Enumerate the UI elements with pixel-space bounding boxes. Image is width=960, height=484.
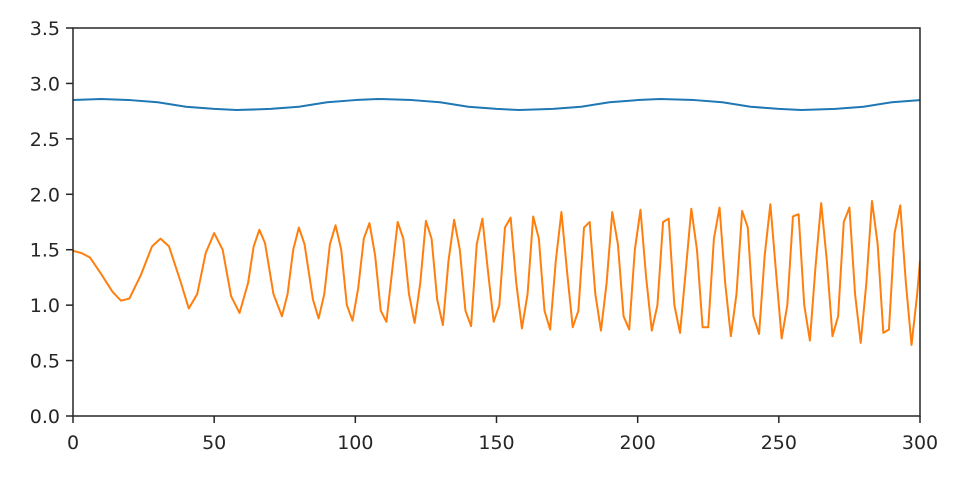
series-line-2 xyxy=(73,199,920,347)
x-tick-label: 300 xyxy=(902,432,938,454)
y-tick-label: 3.0 xyxy=(30,73,60,95)
y-tick-label: 1.0 xyxy=(30,295,60,317)
x-tick-label: 50 xyxy=(202,432,226,454)
y-tick-label: 0.0 xyxy=(30,406,60,428)
y-tick-label: 2.5 xyxy=(30,129,60,151)
x-tick-label: 150 xyxy=(478,432,514,454)
ticks-layer: 0 50 100 150 200 250 300 0.0 0.5 1.0 1.5 2.0 2.5 3.0 3… xyxy=(30,18,938,454)
x-tick-label: 100 xyxy=(337,432,373,454)
y-tick-label: 0.5 xyxy=(30,351,60,373)
x-tick-label: 0 xyxy=(67,432,79,454)
x-tick-label: 250 xyxy=(761,432,797,454)
series-line-1 xyxy=(73,97,920,112)
series-layer xyxy=(73,97,920,347)
y-tick-label: 2.0 xyxy=(30,184,60,206)
x-tick-label: 200 xyxy=(620,432,656,454)
y-tick-label: 1.5 xyxy=(30,240,60,262)
y-tick-label: 3.5 xyxy=(30,18,60,40)
